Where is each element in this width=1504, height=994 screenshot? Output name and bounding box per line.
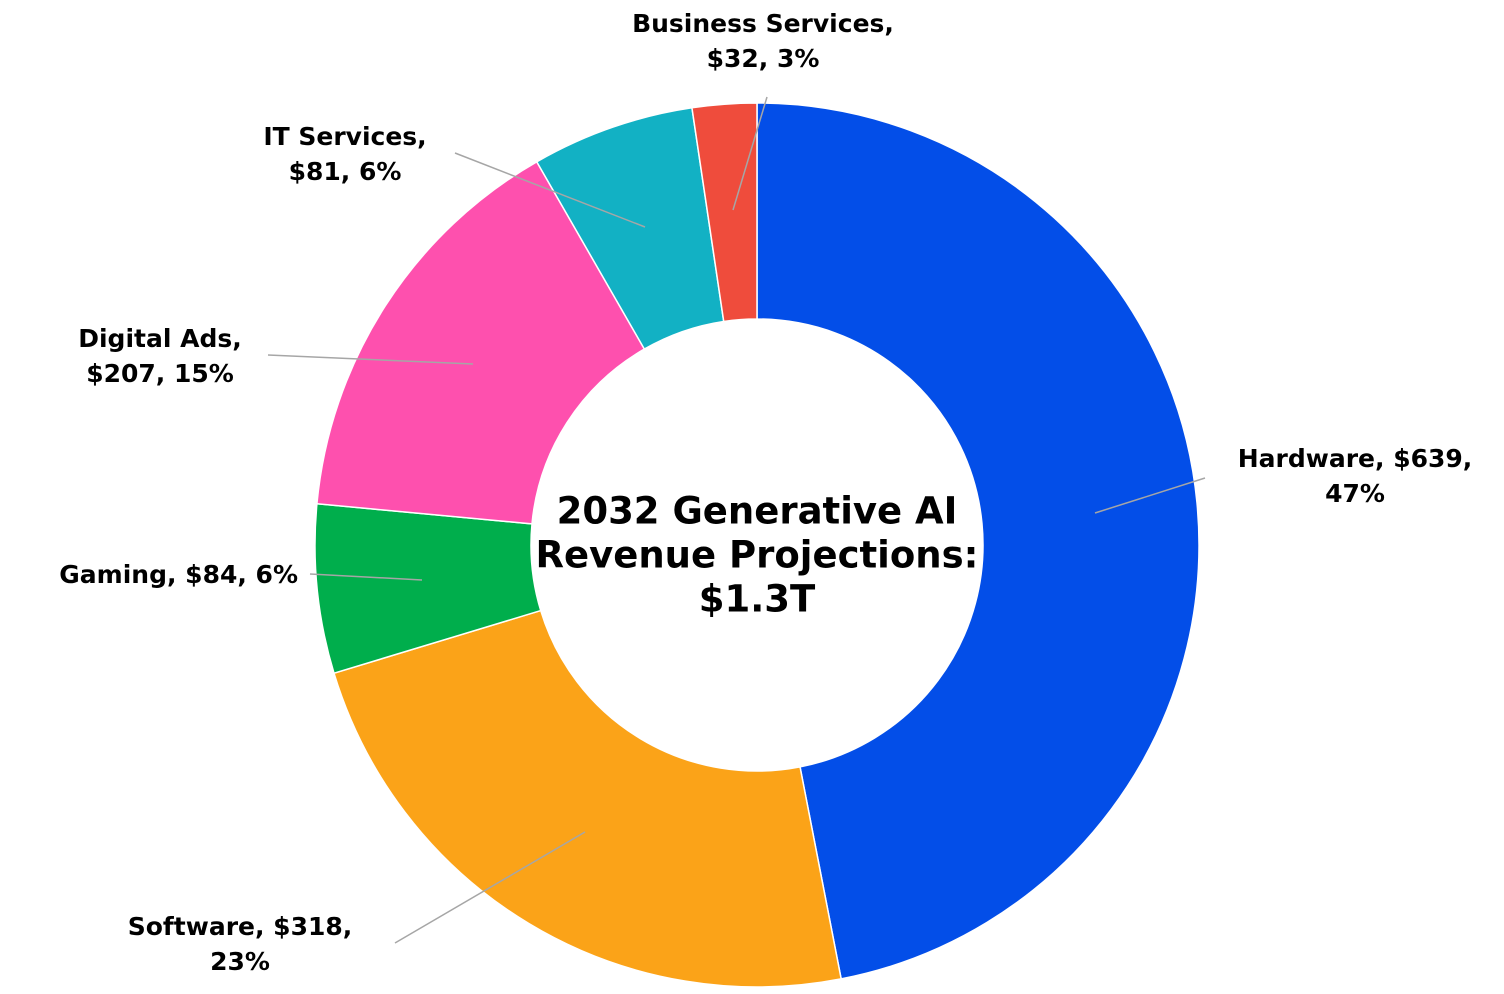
- leader-line: [732, 96, 768, 211]
- data-label: Business Services,: [632, 9, 894, 38]
- data-label: IT Services,: [263, 122, 426, 151]
- donut-slice: [756, 102, 1200, 980]
- donut-slice: [333, 609, 843, 988]
- data-label: Hardware, $639,: [1238, 444, 1473, 473]
- data-label: Digital Ads,: [78, 324, 242, 353]
- chart-title: Revenue Projections:: [536, 534, 979, 577]
- data-label: 23%: [210, 947, 270, 976]
- donut-slice: [316, 160, 646, 525]
- data-label: Software, $318,: [128, 912, 353, 941]
- data-label: $207, 15%: [86, 359, 234, 388]
- leader-line: [1094, 477, 1206, 514]
- leader-line: [394, 831, 586, 944]
- data-label: $32, 3%: [707, 44, 820, 73]
- leader-line: [309, 573, 423, 581]
- chart-title: 2032 Generative AI: [557, 490, 958, 533]
- data-label: 47%: [1325, 479, 1385, 508]
- data-label: $81, 6%: [289, 157, 402, 186]
- chart-title: $1.3T: [699, 578, 816, 621]
- leader-line: [267, 354, 474, 365]
- data-label: Gaming, $84, 6%: [59, 560, 298, 589]
- leader-line: [454, 152, 646, 228]
- donut-slice: [691, 102, 758, 323]
